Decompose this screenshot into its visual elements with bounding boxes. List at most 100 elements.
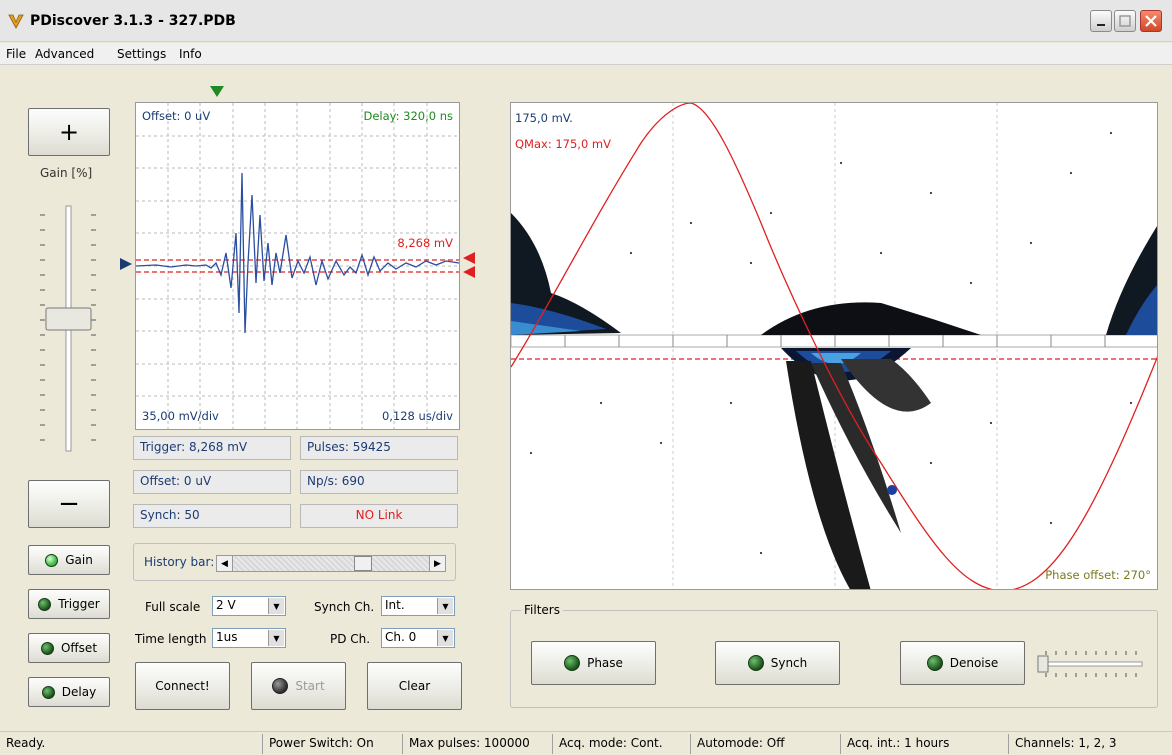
status-power-switch: Power Switch: On: [262, 734, 402, 754]
gain-led-button[interactable]: Gain: [28, 545, 110, 575]
prpd-scale-text: 175,0 mV.: [515, 111, 573, 125]
synch-ch-label: Synch Ch.: [314, 600, 375, 614]
offset-led-button[interactable]: Offset: [28, 633, 110, 663]
minimize-button[interactable]: [1090, 10, 1112, 32]
time-length-select[interactable]: 1us ▼: [212, 628, 286, 648]
gain-plus-button[interactable]: +: [28, 108, 110, 156]
start-label: Start: [295, 679, 325, 693]
menu-advanced[interactable]: Advanced: [35, 47, 95, 61]
pd-ch-label: PD Ch.: [330, 632, 371, 646]
denoise-filter-button[interactable]: Denoise: [900, 641, 1025, 685]
status-channels: Channels: 1, 2, 3: [1008, 734, 1172, 754]
gain-minus-button[interactable]: −: [28, 480, 110, 528]
phase-filter-label: Phase: [587, 656, 623, 670]
pd-ch-value: Ch. 0: [385, 630, 417, 644]
denoise-slider-track: [1037, 651, 1143, 677]
oscilloscope-display[interactable]: Offset: 0 uV Delay: 320,0 ns 8,268 mV 35…: [135, 102, 460, 430]
link-status: NO Link: [300, 504, 458, 528]
start-led-icon: [272, 678, 289, 694]
minimize-icon: [1097, 24, 1105, 26]
nps-info: Np/s: 690: [300, 470, 458, 494]
filters-group: Filters Phase Synch Denoise: [510, 603, 1158, 708]
maximize-button[interactable]: [1114, 10, 1136, 32]
menu-file[interactable]: File: [6, 47, 27, 61]
offset-marker-icon[interactable]: [120, 258, 134, 270]
pd-ch-select[interactable]: Ch. 0 ▼: [381, 628, 455, 648]
status-acq-mode: Acq. mode: Cont.: [552, 734, 690, 754]
chevron-down-icon: ▼: [437, 598, 453, 614]
synch-ch-value: Int.: [385, 598, 405, 612]
prpd-qmax-text: QMax: 175,0 mV: [515, 137, 612, 151]
start-button[interactable]: Start: [251, 662, 346, 710]
oscilloscope-plot: [135, 103, 460, 429]
app-logo-icon: [8, 14, 24, 29]
gain-slider-thumb[interactable]: [45, 307, 92, 331]
history-scroll-left-icon[interactable]: ◀: [217, 556, 233, 571]
trigger-marker-upper-icon[interactable]: [461, 252, 475, 264]
trigger-led-label: Trigger: [58, 597, 100, 611]
delay-led-button[interactable]: Delay: [28, 677, 110, 707]
history-scroll-right-icon[interactable]: ▶: [429, 556, 445, 571]
synch-led-icon: [747, 655, 764, 671]
trigger-led-icon: [38, 597, 52, 611]
filters-title: Filters: [521, 603, 563, 617]
time-length-label: Time length: [135, 632, 207, 646]
offset-led-icon: [40, 641, 54, 655]
close-button[interactable]: [1140, 10, 1162, 32]
menu-info[interactable]: Info: [179, 47, 202, 61]
chevron-down-icon: ▼: [268, 598, 284, 614]
chevron-down-icon: ▼: [437, 630, 453, 646]
status-bar: Ready. Power Switch: On Max pulses: 1000…: [0, 731, 1172, 755]
pulses-info: Pulses: 59425: [300, 436, 458, 460]
prpd-pattern: [511, 103, 1157, 589]
history-bar-label: History bar:: [144, 555, 215, 569]
delay-marker-icon[interactable]: [210, 86, 224, 98]
prpd-plot[interactable]: 175,0 mV. QMax: 175,0 mV Phase offset: 2…: [510, 102, 1158, 590]
trigger-led-button[interactable]: Trigger: [28, 589, 110, 619]
history-scroll-thumb[interactable]: [354, 556, 372, 571]
offset-info: Offset: 0 uV: [133, 470, 291, 494]
trigger-info: Trigger: 8,268 mV: [133, 436, 291, 460]
denoise-slider[interactable]: [1036, 647, 1146, 681]
chevron-down-icon: ▼: [268, 630, 284, 646]
menu-settings[interactable]: Settings: [117, 47, 167, 61]
history-scrollbar[interactable]: ◀ ▶: [216, 555, 446, 572]
clear-button[interactable]: Clear: [367, 662, 462, 710]
synch-info: Synch: 50: [133, 504, 291, 528]
gain-slider-track: [40, 205, 96, 452]
synch-filter-button[interactable]: Synch: [715, 641, 840, 685]
delay-led-icon: [41, 685, 55, 699]
scope-delay-text: Delay: 320,0 ns: [363, 109, 453, 123]
gain-led-label: Gain: [65, 553, 93, 567]
menu-bar: File Advanced Settings Info: [0, 43, 1172, 65]
status-ready: Ready.: [6, 736, 46, 750]
pd-waveform: [135, 172, 460, 334]
phase-cursor-marker[interactable]: [887, 485, 897, 495]
scope-trigger-text: 8,268 mV: [397, 236, 453, 250]
full-scale-label: Full scale: [145, 600, 201, 614]
scope-offset-text: Offset: 0 uV: [142, 109, 211, 123]
status-max-pulses: Max pulses: 100000: [402, 734, 552, 754]
synch-filter-label: Synch: [770, 656, 808, 670]
gain-led-icon: [45, 553, 59, 567]
title-bar: PDiscover 3.1.3 - 327.PDB: [0, 0, 1172, 42]
offset-led-label: Offset: [60, 641, 98, 655]
scope-vdiv-text: 35,00 mV/div: [142, 409, 219, 423]
time-length-value: 1us: [216, 630, 238, 644]
full-scale-select[interactable]: 2 V ▼: [212, 596, 286, 616]
denoise-slider-thumb[interactable]: [1037, 655, 1049, 673]
trigger-marker-lower-icon[interactable]: [461, 266, 475, 278]
window-title: PDiscover 3.1.3 - 327.PDB: [30, 13, 236, 29]
history-bar-panel: History bar: ◀ ▶: [133, 543, 456, 581]
synch-ch-select[interactable]: Int. ▼: [381, 596, 455, 616]
status-automode: Automode: Off: [690, 734, 840, 754]
gain-slider[interactable]: [28, 200, 110, 456]
delay-led-label: Delay: [61, 685, 97, 699]
phase-led-icon: [564, 655, 581, 671]
scope-tdiv-text: 0,128 us/div: [381, 409, 453, 423]
phase-filter-button[interactable]: Phase: [531, 641, 656, 685]
denoise-led-icon: [926, 655, 943, 671]
full-scale-value: 2 V: [216, 598, 236, 612]
connect-button[interactable]: Connect!: [135, 662, 230, 710]
status-acq-interval: Acq. int.: 1 hours: [840, 734, 1008, 754]
